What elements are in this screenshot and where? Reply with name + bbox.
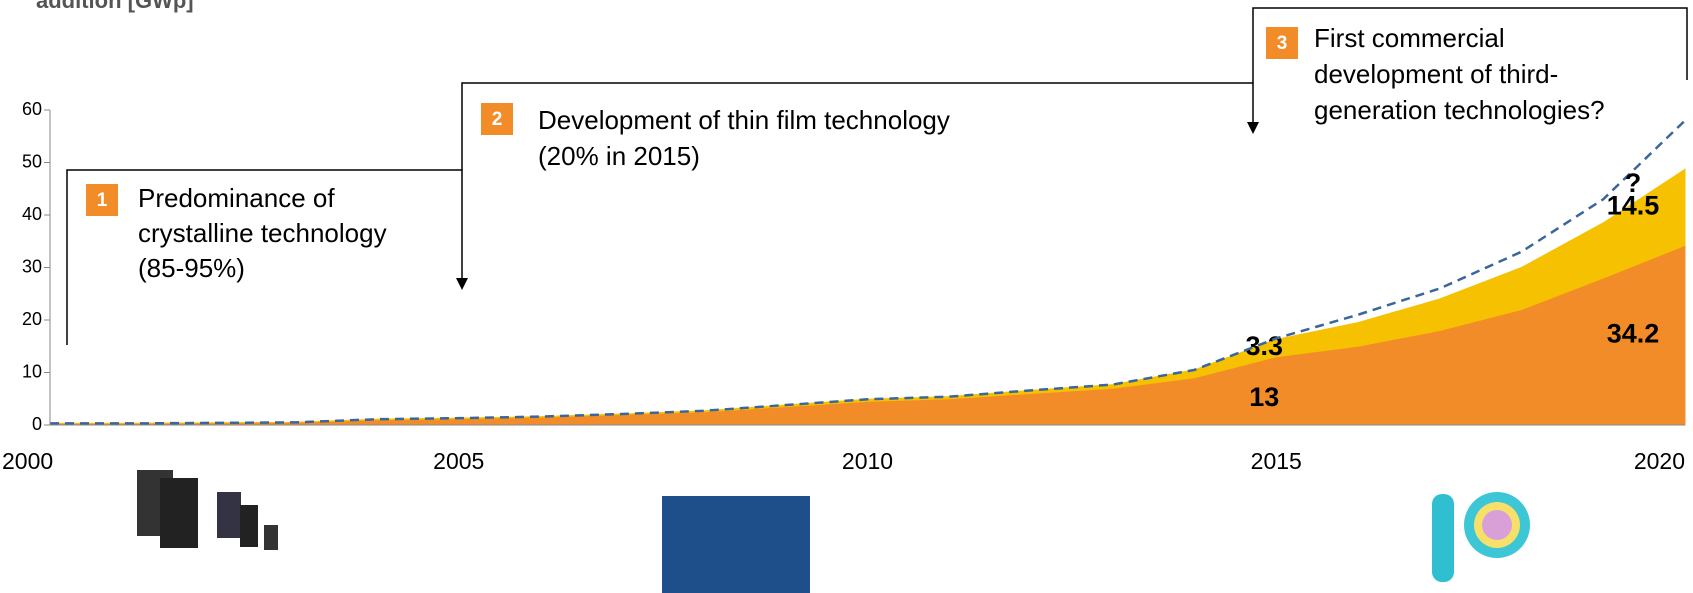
phase-number: 2 — [492, 109, 503, 130]
phase-text: (20% in 2015) — [538, 141, 700, 171]
array-image — [662, 496, 810, 593]
y-tick-label: 20 — [22, 309, 42, 329]
x-tick-label: 2005 — [433, 448, 484, 474]
phase-number: 3 — [1277, 33, 1288, 54]
panel-image — [217, 492, 241, 538]
y-tick-label: 10 — [22, 361, 42, 381]
brackets — [66, 7, 1688, 345]
cell-image — [1482, 510, 1512, 540]
y-tick-label: 0 — [32, 414, 42, 434]
y-tick-label: 60 — [22, 99, 42, 119]
y-tick-label: 40 — [22, 204, 42, 224]
panel-image — [264, 525, 278, 550]
phase-text: Predominance of — [138, 183, 335, 213]
panel-image — [160, 478, 198, 548]
cell-image — [1432, 494, 1454, 582]
phase-number: 1 — [97, 190, 108, 211]
phase-text: Development of thin film technology — [538, 105, 950, 135]
bracket-2 — [461, 82, 1254, 170]
y-axis-title: addition [GWp] — [36, 0, 194, 13]
pictures — [137, 470, 1530, 593]
value-label: 34.2 — [1607, 318, 1660, 348]
phase-text: development of third- — [1314, 59, 1558, 89]
bracket-3 — [1252, 7, 1688, 83]
x-tick-label: 2015 — [1251, 448, 1302, 474]
arrowheads — [456, 122, 1259, 290]
x-tick-label: 2010 — [842, 448, 893, 474]
y-tick-label: 50 — [22, 151, 42, 171]
value-label: 3.3 — [1245, 331, 1283, 361]
phase-badge — [481, 103, 513, 135]
value-label: 14.5 — [1607, 191, 1660, 221]
bracket-1 — [66, 169, 463, 345]
phase-text: generation technologies? — [1314, 95, 1605, 125]
annotation: ? — [1625, 168, 1642, 198]
value-label: 13 — [1249, 382, 1279, 412]
phase-text: crystalline technology — [138, 218, 387, 248]
panel-image — [240, 505, 258, 547]
x-tick-label: 2000 — [2, 448, 53, 474]
phase-text: First commercial — [1314, 23, 1505, 53]
phase-badge — [86, 184, 118, 216]
phase-text: (85-95%) — [138, 253, 245, 283]
arrowhead — [456, 278, 468, 290]
y-tick-label: 30 — [22, 256, 42, 276]
arrowhead — [1247, 122, 1259, 134]
phase-badge — [1266, 27, 1298, 59]
total-line — [50, 119, 1686, 425]
x-tick-label: 2020 — [1634, 448, 1685, 474]
